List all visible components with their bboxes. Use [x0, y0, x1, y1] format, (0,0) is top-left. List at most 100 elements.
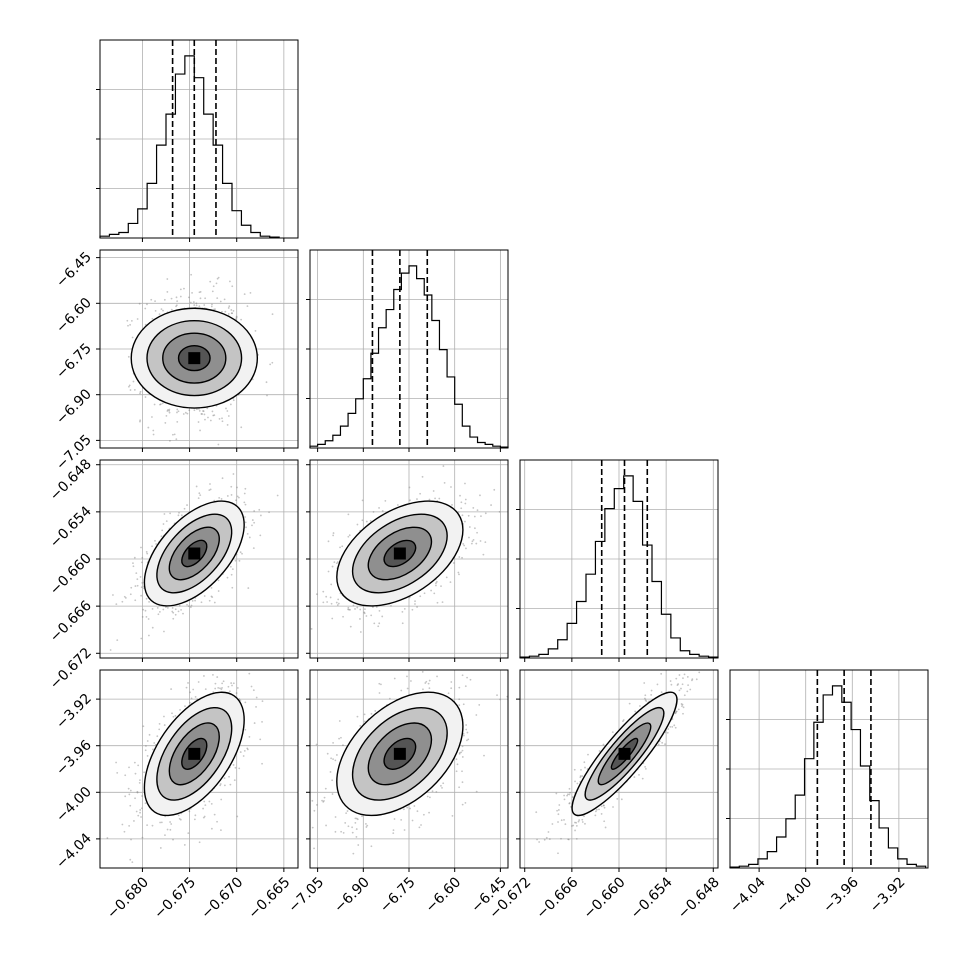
scatter-point: [128, 384, 131, 387]
scatter-point: [210, 595, 213, 598]
scatter-point: [493, 488, 496, 491]
scatter-point: [603, 806, 606, 809]
scatter-point: [421, 475, 424, 478]
scatter-point: [440, 585, 442, 587]
scatter-point: [139, 811, 141, 814]
scatter-point: [203, 800, 206, 803]
scatter-point: [150, 298, 153, 301]
scatter-point: [347, 606, 350, 609]
scatter-point: [416, 606, 418, 608]
scatter-point: [146, 755, 149, 757]
scatter-point: [331, 617, 334, 620]
scatter-point: [115, 761, 117, 764]
scatter-point: [452, 562, 455, 564]
scatter-point: [147, 618, 150, 620]
scatter-point: [212, 285, 215, 288]
scatter-point: [133, 556, 136, 559]
scatter-point: [334, 830, 337, 833]
contour-line: [168, 722, 220, 786]
scatter-point: [428, 811, 430, 814]
scatter-point: [148, 600, 150, 603]
scatter-point: [240, 318, 243, 321]
scatter-point: [255, 696, 258, 699]
scatter-point: [178, 511, 180, 514]
scatter-point: [335, 601, 338, 604]
scatter-point: [342, 744, 344, 746]
scatter-point: [191, 600, 194, 602]
scatter-point: [228, 775, 230, 778]
contour-line: [130, 307, 259, 409]
scatter-point: [171, 610, 174, 613]
scatter-point: [158, 610, 161, 613]
scatter-point: [342, 831, 345, 834]
tick-marks: [726, 719, 900, 872]
scatter-point: [338, 737, 340, 740]
scatter-point: [388, 697, 391, 700]
scatter-point: [127, 385, 130, 388]
scatter-point: [378, 507, 380, 509]
scatter-point: [250, 685, 253, 688]
scatter-point: [208, 599, 211, 602]
scatter-point: [242, 755, 245, 757]
scatter-point: [414, 603, 416, 605]
scatter-point: [475, 714, 478, 716]
scatter-point: [203, 675, 205, 677]
scatter-point: [359, 725, 362, 727]
scatter-point: [458, 752, 461, 754]
scatter-point: [340, 736, 342, 739]
scatter-point: [236, 244, 238, 246]
scatter-point: [171, 607, 174, 609]
scatter-point: [151, 317, 154, 320]
scatter-point: [347, 825, 350, 828]
scatter-point: [175, 296, 178, 299]
scatter-point: [154, 300, 156, 303]
scatter-point: [226, 576, 229, 579]
scatter-point: [207, 416, 209, 419]
scatter-point: [124, 774, 127, 777]
scatter-point: [461, 745, 464, 748]
scatter-point: [476, 509, 479, 512]
scatter-point: [235, 692, 238, 694]
scatter-point: [209, 488, 212, 491]
scatter-point: [129, 323, 131, 326]
scatter-point: [163, 298, 166, 301]
scatter-point: [569, 791, 572, 794]
scatter-point: [352, 604, 355, 607]
scatter-point: [141, 616, 144, 618]
scatter-point: [138, 302, 141, 305]
scatter-point: [161, 402, 164, 405]
scatter-point: [232, 309, 235, 312]
contour-line: [146, 320, 243, 397]
scatter-point: [164, 422, 167, 424]
scatter-point: [211, 596, 214, 599]
scatter-point: [184, 705, 186, 708]
scatter-point: [461, 803, 464, 806]
scatter-point: [363, 612, 366, 615]
scatter-point: [130, 838, 132, 841]
scatter-point: [394, 667, 396, 669]
scatter-point: [355, 828, 358, 830]
scatter-point: [124, 795, 127, 798]
scatter-point: [157, 613, 160, 616]
scatter-point: [229, 690, 231, 693]
scatter-point: [373, 622, 376, 625]
scatter-point: [154, 309, 157, 312]
scatter-point: [138, 781, 141, 784]
scatter-point: [220, 688, 223, 691]
scatter-point: [224, 666, 226, 668]
scatter-point: [355, 836, 358, 838]
scatter-point: [349, 625, 352, 628]
scatter-point: [450, 486, 452, 488]
scatter-point: [460, 507, 463, 510]
scatter-point: [456, 763, 459, 766]
scatter-point: [465, 547, 467, 550]
scatter-point: [409, 807, 412, 810]
scatter-point: [365, 615, 368, 617]
scatter-point: [594, 814, 597, 817]
scatter-point: [325, 595, 328, 598]
scatter-point: [682, 677, 684, 680]
contour-line: [367, 722, 433, 786]
scatter-point: [202, 410, 205, 413]
scatter-point: [231, 586, 234, 589]
